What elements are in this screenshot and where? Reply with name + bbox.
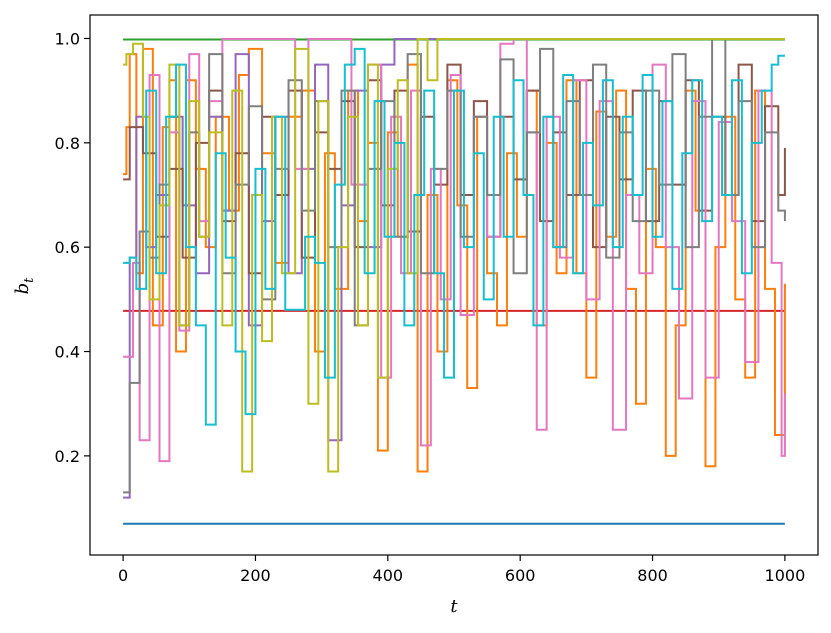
series-layer	[123, 38, 786, 525]
y-tick-label: 1.0	[55, 29, 80, 48]
ticks-layer: 0 200 400 600 800 1000 0.2 0.4 0.6 0.8 1.0	[55, 29, 806, 585]
x-tick-label: 0	[118, 566, 128, 585]
plot-frame	[89, 14, 819, 556]
y-tick-label: 0.8	[55, 134, 80, 153]
y-axis-label-subscript: t	[22, 277, 37, 283]
series-line-8	[123, 38, 786, 494]
x-tick-label: 600	[505, 566, 536, 585]
y-tick-label: 0.4	[55, 343, 80, 362]
x-tick-label: 1000	[765, 566, 806, 585]
y-tick-label: 0.2	[55, 447, 80, 466]
x-axis-label: t	[450, 596, 458, 617]
x-tick-label: 800	[637, 566, 668, 585]
y-tick-label: 0.6	[55, 238, 80, 257]
x-tick-label: 200	[240, 566, 271, 585]
y-axis-label: bt	[12, 277, 37, 295]
series-line-10	[123, 47, 785, 426]
y-axis-label-base: b	[12, 283, 33, 295]
x-tick-label: 400	[373, 566, 404, 585]
